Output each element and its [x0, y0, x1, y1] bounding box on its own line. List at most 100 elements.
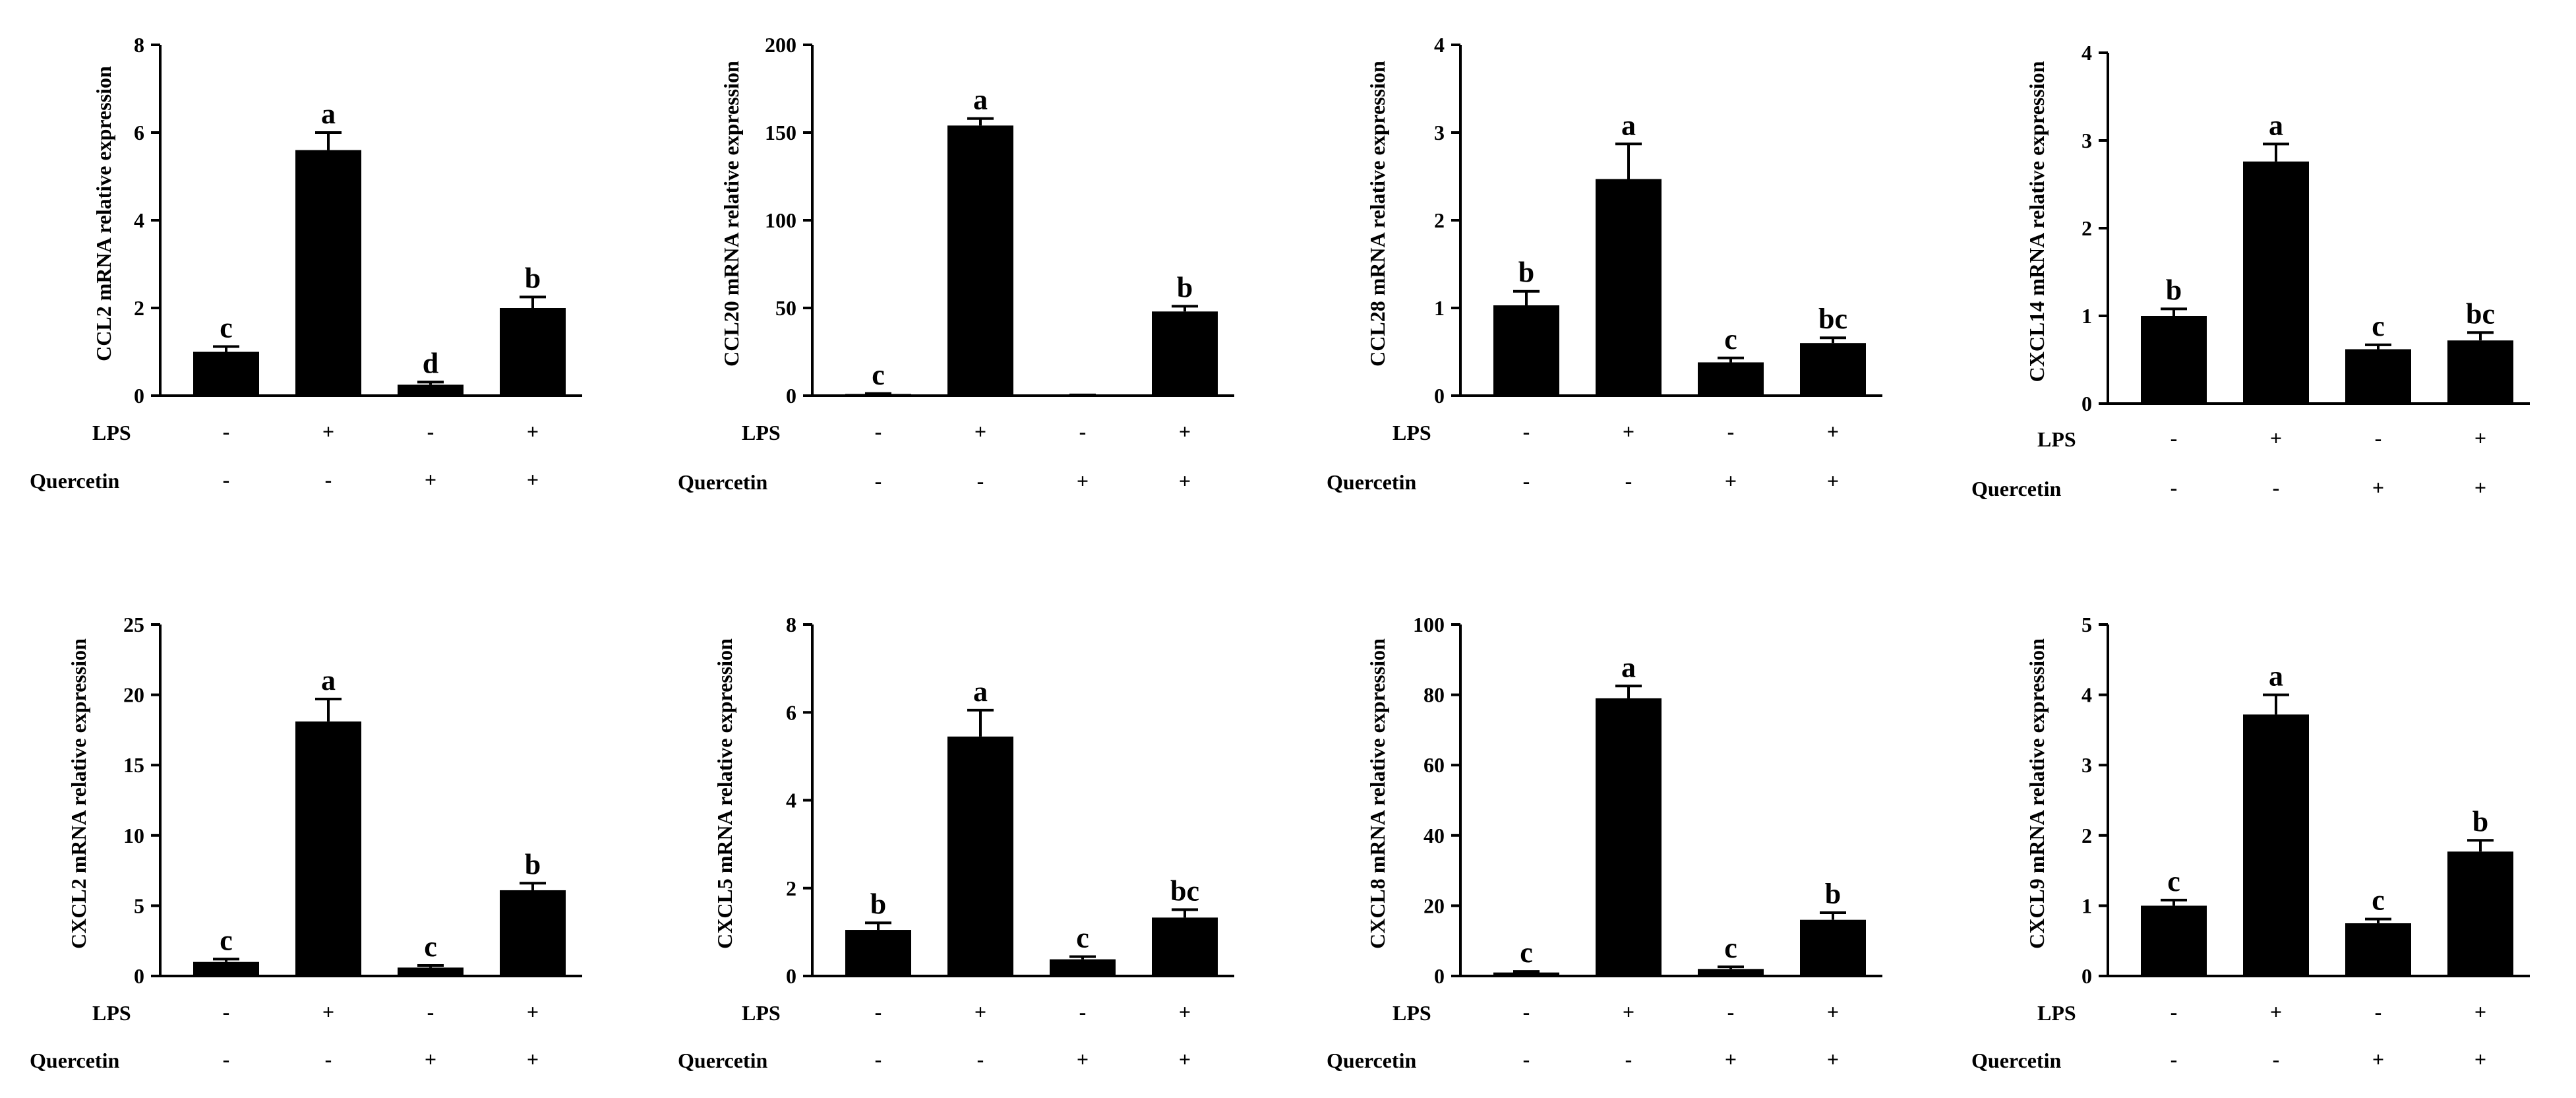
y-tick-label: 5 [134, 894, 144, 917]
y-tick-label: 0 [134, 384, 144, 408]
y-tick-label: 2 [786, 876, 796, 900]
significance-letter: a [973, 675, 988, 708]
bar [2447, 340, 2513, 404]
lps-row-label: LPS [1393, 421, 1431, 444]
bar [2447, 851, 2513, 976]
bar [193, 351, 259, 396]
y-tick-label: 6 [786, 700, 796, 724]
lps-row-label: LPS [92, 1001, 131, 1025]
y-tick-label: 8 [134, 33, 144, 57]
bar [500, 308, 566, 396]
y-tick-label: 0 [786, 384, 796, 408]
bar [1152, 311, 1218, 396]
y-tick-label: 2 [2082, 216, 2092, 240]
significance-letter: c [220, 312, 233, 344]
quercetin-sign: - [223, 468, 230, 491]
lps-sign: - [2375, 1000, 2382, 1023]
significance-letter: c [2167, 865, 2180, 898]
y-tick-label: 150 [765, 121, 796, 144]
y-tick-label: 1 [2082, 894, 2092, 917]
chart-panel-2: 0 50 100 150 200 CCL20 mRNA relative expressi… [678, 33, 1234, 494]
y-tick-label: 2 [2082, 824, 2092, 847]
quercetin-sign: + [1077, 1047, 1089, 1071]
lps-row-label: LPS [2037, 427, 2076, 451]
significance-letter: b [1518, 257, 1534, 289]
y-tick-label: 100 [1413, 613, 1445, 636]
lps-sign: - [223, 1000, 230, 1023]
y-axis-title: CCL20 mRNA relative expression [719, 61, 743, 367]
y-tick-label: 3 [2082, 129, 2092, 152]
bar [295, 150, 361, 396]
quercetin-row-label: Quercetin [1327, 470, 1416, 494]
significance-letter: b [525, 848, 541, 880]
quercetin-sign: - [1625, 1047, 1632, 1071]
significance-letter: c [220, 924, 233, 956]
y-tick-label: 10 [123, 824, 144, 847]
significance-letter: b [525, 262, 541, 294]
quercetin-sign: - [2171, 475, 2178, 499]
quercetin-sign: + [2372, 475, 2384, 499]
significance-letter: a [321, 98, 336, 130]
bar [500, 890, 566, 976]
significance-letter: bc [1170, 874, 1199, 907]
y-tick-label: 3 [2082, 753, 2092, 777]
y-tick-label: 4 [2082, 41, 2092, 65]
lps-sign: - [1079, 419, 1087, 443]
quercetin-sign: + [2474, 1047, 2486, 1071]
quercetin-sign: - [2273, 475, 2280, 499]
lps-sign: + [974, 1000, 986, 1023]
y-tick-label: 0 [786, 964, 796, 988]
lps-row-label: LPS [742, 421, 781, 444]
chart-panel-1: 0 2 4 6 8 CCL2 mRNA relative expression c - - a + -… [30, 33, 582, 493]
bar [1596, 179, 1662, 396]
lps-sign: - [427, 1000, 434, 1023]
bar [2141, 316, 2207, 404]
y-tick-label: 0 [1434, 384, 1445, 408]
quercetin-sign: + [1179, 469, 1191, 493]
lps-sign: - [2171, 426, 2178, 450]
lps-sign: + [1179, 1000, 1191, 1023]
bar [2141, 905, 2207, 976]
lps-sign: - [875, 1000, 882, 1023]
chart-panel-8: 0 1 2 3 4 5 CXCL9 mRNA relative expression c - - a… [1971, 613, 2530, 1072]
bar [1698, 969, 1764, 976]
lps-sign: + [322, 1000, 334, 1023]
quercetin-sign: + [1179, 1047, 1191, 1071]
lps-sign: - [2171, 1000, 2178, 1023]
y-tick-label: 4 [2082, 683, 2092, 707]
lps-row-label: LPS [2037, 1001, 2076, 1025]
bar [2345, 923, 2411, 976]
quercetin-sign: + [425, 1047, 436, 1071]
y-tick-label: 80 [1423, 683, 1445, 707]
y-tick-label: 200 [765, 33, 796, 57]
quercetin-sign: - [325, 468, 332, 491]
quercetin-sign: - [325, 1047, 332, 1071]
bar [1800, 919, 1866, 976]
quercetin-sign: + [1827, 1047, 1839, 1071]
y-tick-label: 6 [134, 121, 144, 144]
lps-sign: + [2270, 426, 2282, 450]
y-tick-label: 4 [134, 208, 144, 232]
y-tick-label: 0 [2082, 392, 2092, 415]
y-tick-label: 4 [1434, 33, 1445, 57]
quercetin-sign: - [1523, 1047, 1530, 1071]
significance-letter: c [2372, 310, 2385, 342]
lps-sign: - [1727, 1000, 1735, 1023]
lps-sign: + [2270, 1000, 2282, 1023]
quercetin-row-label: Quercetin [30, 469, 119, 493]
bar [295, 721, 361, 976]
y-tick-label: 20 [123, 683, 144, 707]
chart-panel-4: 0 1 2 3 4 CXCL14 mRNA relative expression b - - a… [1971, 41, 2530, 501]
bar [398, 384, 464, 396]
quercetin-sign: - [875, 1047, 882, 1071]
quercetin-row-label: Quercetin [1327, 1049, 1416, 1072]
bar [845, 930, 911, 976]
lps-sign: - [1523, 1000, 1530, 1023]
quercetin-sign: - [1523, 469, 1530, 493]
y-axis-title: CXCL2 mRNA relative expression [67, 638, 90, 949]
bar [1800, 343, 1866, 396]
y-tick-label: 3 [1434, 121, 1445, 144]
significance-letter: b [1177, 271, 1193, 303]
y-tick-label: 25 [123, 613, 144, 636]
y-tick-label: 100 [765, 208, 796, 232]
